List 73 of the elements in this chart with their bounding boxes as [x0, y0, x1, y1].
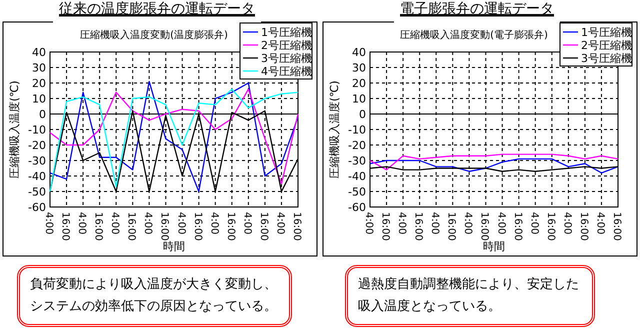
x-tick-label: 4:00: [561, 212, 572, 234]
x-tick-label: 4:00: [175, 212, 186, 234]
x-tick-label: 4:00: [142, 212, 154, 234]
x-tick-label: 4:00: [429, 212, 440, 234]
x-tick-label: 4:00: [76, 212, 88, 234]
x-axis-title: 時間: [163, 240, 185, 253]
legend-label: 1号圧縮機: [261, 26, 312, 39]
y-tick-label: 10: [32, 92, 46, 106]
y-tick-label: 0: [39, 108, 46, 121]
x-tick-label: 4:00: [495, 212, 506, 234]
x-tick-label: 16:00: [478, 212, 490, 241]
legend-label: 2号圧縮機: [581, 39, 632, 52]
legend-label: 3号圧縮機: [261, 52, 312, 65]
legend-label: 3号圧縮機: [581, 52, 632, 65]
x-tick-label: 16:00: [158, 212, 170, 241]
x-tick-label: 4:00: [528, 212, 540, 234]
y-tick-label: -50: [28, 186, 46, 198]
x-tick-label: 16:00: [578, 212, 589, 241]
x-tick-label: 16:00: [224, 212, 236, 241]
x-tick-label: 4:00: [109, 212, 120, 234]
x-tick-label: 4:00: [208, 212, 220, 234]
x-tick-label: 16:00: [192, 212, 203, 241]
y-tick-label: 20: [352, 77, 366, 90]
y-tick-label: 30: [32, 62, 46, 74]
y-tick-label: 30: [352, 62, 366, 74]
legend-label: 2号圧縮機: [261, 39, 312, 52]
x-tick-label: 16:00: [126, 212, 137, 241]
chart-title: 従来の温度膨張弁の運転データ: [59, 1, 255, 17]
y-tick-label: 0: [359, 108, 366, 121]
x-tick-label: 16:00: [611, 212, 622, 241]
x-tick-label: 4:00: [462, 212, 474, 234]
y-tick-label: 10: [352, 92, 366, 106]
y-tick-label: 20: [32, 77, 46, 90]
x-tick-label: 16:00: [92, 212, 104, 241]
y-tick-label: -60: [28, 201, 46, 214]
y-tick-label: -50: [348, 186, 366, 198]
y-tick-label: -40: [28, 170, 46, 183]
x-tick-label: 4:00: [241, 212, 252, 234]
y-tick-label: -10: [28, 124, 46, 136]
chart-subtitle: 圧縮機吸入温度変動(温度膨張弁): [80, 29, 228, 41]
text: 負荷変動により吸入温度が大きく変動し、システムの効率低下の原因となっている。: [17, 265, 292, 327]
y-tick-label: -60: [348, 201, 366, 214]
chart-subtitle: 圧縮機吸入温度変動(電子膨張弁): [400, 29, 548, 41]
x-tick-label: 16:00: [258, 212, 269, 241]
legend-label: 1号圧縮機: [581, 26, 632, 39]
y-tick-label: -10: [348, 124, 366, 136]
y-axis-title: 圧縮機吸入温度(℃): [8, 80, 21, 178]
line-series: [369, 158, 619, 174]
legend-label: 4号圧縮機: [261, 65, 312, 78]
x-tick-label: 4:00: [396, 212, 408, 234]
x-tick-label: 4:00: [363, 212, 374, 234]
y-tick-label: -20: [28, 139, 46, 152]
x-tick-label: 4:00: [43, 212, 54, 234]
y-tick-label: -20: [348, 139, 366, 152]
x-axis-title: 時間: [483, 240, 505, 253]
x-tick-label: 16:00: [60, 212, 71, 241]
x-tick-label: 16:00: [380, 212, 391, 241]
y-axis-title: 圧縮機吸入温度(℃): [328, 80, 341, 178]
x-tick-label: 4:00: [594, 212, 606, 234]
x-tick-label: 16:00: [412, 212, 424, 241]
x-tick-label: 16:00: [446, 212, 457, 241]
x-tick-label: 16:00: [512, 212, 523, 241]
chart-title: 電子膨張弁の運転データ: [400, 1, 554, 17]
x-tick-label: 16:00: [291, 212, 302, 241]
y-tick-label: -30: [28, 154, 46, 168]
x-tick-label: 4:00: [274, 212, 286, 234]
x-tick-label: 16:00: [544, 212, 556, 241]
y-tick-label: 40: [32, 46, 46, 59]
line-series: [369, 154, 619, 170]
y-tick-label: -30: [348, 154, 366, 168]
y-tick-label: -40: [348, 170, 366, 183]
text: 過熱度自動調整機能により、安定した吸入温度となっている。: [345, 265, 595, 327]
y-tick-label: 40: [352, 46, 366, 59]
